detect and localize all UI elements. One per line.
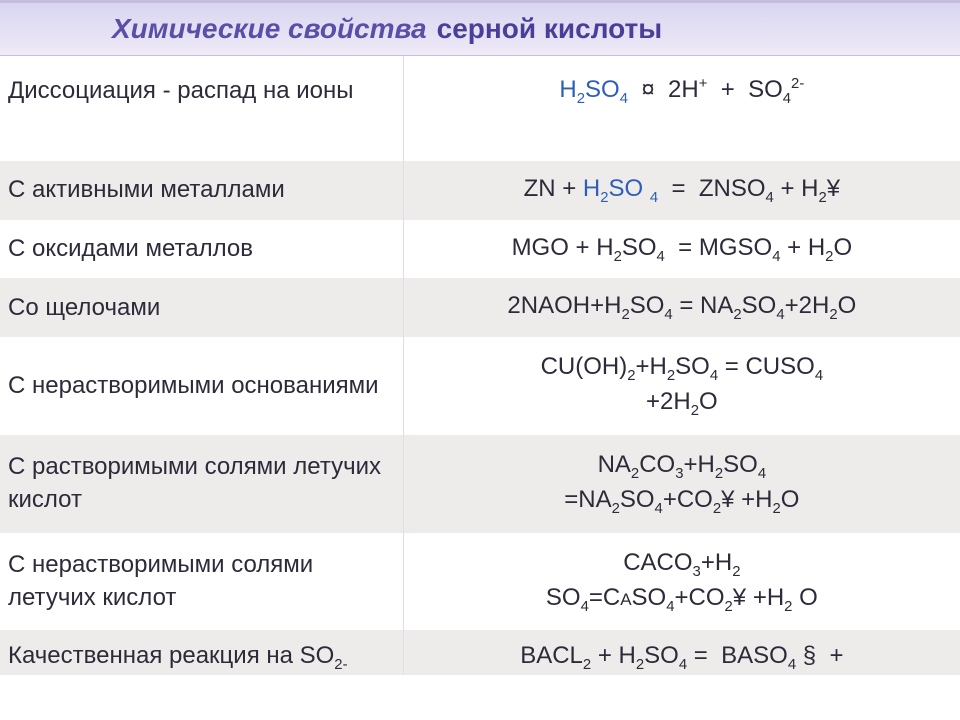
table-row: С нерастворимыми основаниями CU(OH)2+H2S…: [0, 337, 960, 435]
cell-left: Качественная реакция на SO2-: [0, 630, 403, 675]
properties-table: Диссоциация - распад на ионы H2SO4 ¤ 2H+…: [0, 56, 960, 675]
cell-right: BACL2 + H2SO4 = BASO4 § +: [403, 630, 960, 675]
table-row: С оксидами металлов MGO + H2SO4 = MGSO4 …: [0, 220, 960, 279]
table-row: Со щелочами 2NAOH+H2SO4 = NA2SO4+2H2O: [0, 278, 960, 337]
cell-sub: 2-: [334, 657, 347, 673]
title-italic: Химические свойства: [112, 13, 427, 45]
header-band: Химические свойства серной кислоты: [0, 0, 960, 56]
table-row: Качественная реакция на SO2- BACL2 + H2S…: [0, 630, 960, 675]
cell-left: С нерастворимыми основаниями: [0, 337, 403, 435]
cell-right: CU(OH)2+H2SO4 = CUSO4+2H2O: [403, 337, 960, 435]
cell-right: H2SO4 ¤ 2H+ + SO42-: [403, 56, 960, 161]
cell-left: С активными металлами: [0, 161, 403, 220]
cell-right: ZN + H2SO 4 = ZNSO4 + H2¥: [403, 161, 960, 220]
title-suffix: серной кислоты: [437, 13, 663, 45]
table-row: С растворимыми солями летучих кислот NA2…: [0, 435, 960, 533]
cell-right: NA2CO3+H2SO4=NA2SO4+CO2¥ +H2O: [403, 435, 960, 533]
cell-right: 2NAOH+H2SO4 = NA2SO4+2H2O: [403, 278, 960, 337]
cell-left: С нерастворимыми солями летучих кислот: [0, 533, 403, 631]
table-row: С нерастворимыми солями летучих кислот C…: [0, 533, 960, 631]
table-row: Диссоциация - распад на ионы H2SO4 ¤ 2H+…: [0, 56, 960, 161]
cell-left: Со щелочами: [0, 278, 403, 337]
cell-left: Диссоциация - распад на ионы: [0, 56, 403, 161]
cell-right: CACO3+H2SO4=CaSO4+CO2¥ +H2 O: [403, 533, 960, 631]
cell-right: MGO + H2SO4 = MGSO4 + H2O: [403, 220, 960, 279]
cell-left: С оксидами металлов: [0, 220, 403, 279]
table-row: С активными металлами ZN + H2SO 4 = ZNSO…: [0, 161, 960, 220]
cell-left: С растворимыми солями летучих кислот: [0, 435, 403, 533]
cell-left-text: Качественная реакция на SO: [8, 642, 334, 669]
